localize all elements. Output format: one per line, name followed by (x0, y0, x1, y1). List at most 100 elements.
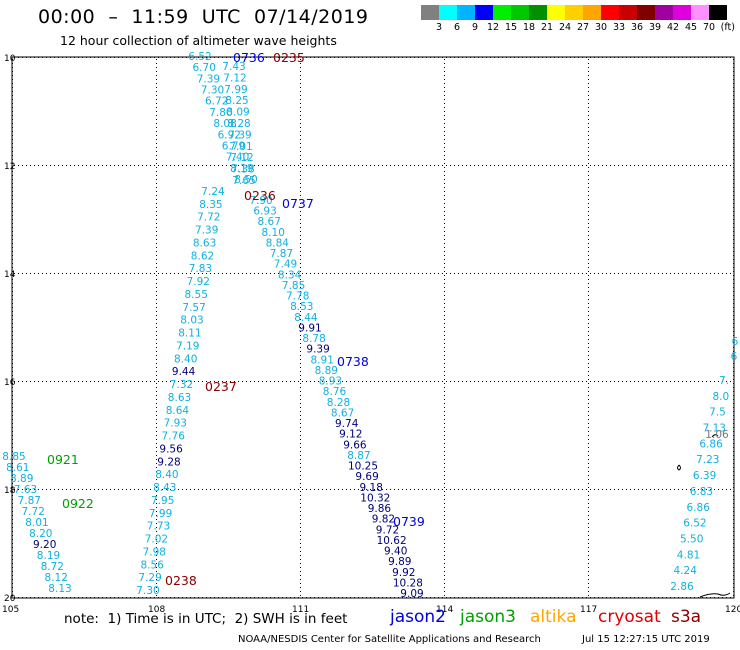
grid-dot (34, 273, 35, 274)
grid-dot (444, 355, 445, 356)
grid-dot (210, 165, 211, 166)
grid-dot (590, 489, 591, 490)
grid-dot (444, 555, 445, 556)
swh-value: 4.24 (674, 565, 698, 577)
grid-dot (588, 175, 589, 176)
swh-value: 10.25 (348, 461, 378, 473)
grid-dot (588, 103, 589, 104)
grid-dot (156, 451, 157, 452)
scale-tick-label: 45 (684, 22, 698, 33)
grid-dot (588, 283, 589, 284)
grid-dot (300, 83, 301, 84)
grid-dot (694, 273, 695, 274)
grid-dot (650, 273, 651, 274)
grid-dot (588, 291, 589, 292)
grid-dot (300, 307, 301, 308)
grid-dot (444, 543, 445, 544)
grid-dot (274, 273, 275, 274)
swh-value: 9.39 (306, 344, 329, 356)
grid-dot (174, 273, 175, 274)
grid-dot (444, 263, 445, 264)
grid-dot (350, 165, 351, 166)
pass-time-label: 0738 (337, 354, 369, 369)
grid-dot (588, 351, 589, 352)
grid-dot (706, 273, 707, 274)
grid-dot (444, 151, 445, 152)
swh-value: 7.85 (282, 280, 305, 292)
grid-dot (588, 247, 589, 248)
grid-dot (156, 151, 157, 152)
grid-dot (138, 273, 139, 274)
grid-dot (310, 381, 311, 382)
grid-dot (444, 427, 445, 428)
grid-dot (358, 381, 359, 382)
grid-dot (574, 165, 575, 166)
scale-swatch (529, 5, 547, 20)
grid-dot (694, 165, 695, 166)
grid-dot (486, 273, 487, 274)
grid-dot (588, 451, 589, 452)
grid-dot (156, 367, 157, 368)
scale-tick-label: 36 (630, 22, 644, 33)
grid-dot (156, 399, 157, 400)
grid-dot (354, 165, 355, 166)
grid-dot (156, 511, 157, 512)
grid-dot (546, 273, 547, 274)
grid-dot (698, 165, 699, 166)
grid-dot (194, 165, 195, 166)
grid-dot (174, 489, 175, 490)
grid-dot (142, 381, 143, 382)
grid-dot (238, 381, 239, 382)
grid-dot (156, 159, 157, 160)
grid-dot (588, 371, 589, 372)
grid-dot (210, 273, 211, 274)
grid-dot (490, 381, 491, 382)
grid-dot (588, 67, 589, 68)
grid-dot (90, 489, 91, 490)
grid-dot (626, 489, 627, 490)
swh-value: 7.80 (209, 107, 232, 119)
grid-dot (266, 165, 267, 166)
grid-dot (156, 527, 157, 528)
grid-dot (430, 273, 431, 274)
grid-dot (126, 381, 127, 382)
grid-dot (442, 273, 443, 274)
grid-dot (588, 539, 589, 540)
grid-dot (74, 489, 75, 490)
grid-dot (522, 273, 523, 274)
pass-time-label: 0237 (205, 379, 237, 394)
grid-dot (300, 315, 301, 316)
grid-dot (156, 335, 157, 336)
swh-value: 6.52 (188, 51, 211, 63)
grid-dot (390, 489, 391, 490)
grid-dot (444, 79, 445, 80)
grid-dot (588, 227, 589, 228)
grid-dot (156, 499, 157, 500)
grid-dot (444, 531, 445, 532)
grid-dot (678, 273, 679, 274)
grid-dot (198, 381, 199, 382)
grid-dot (610, 165, 611, 166)
grid-dot (300, 155, 301, 156)
grid-dot (156, 459, 157, 460)
grid-dot (156, 523, 157, 524)
grid-dot (314, 165, 315, 166)
grid-dot (306, 381, 307, 382)
grid-dot (86, 489, 87, 490)
grid-dot (630, 273, 631, 274)
grid-dot (444, 115, 445, 116)
grid-dot (218, 273, 219, 274)
satellite-name-cryosat: cryosat (598, 607, 661, 627)
swh-value: 6 (732, 336, 739, 348)
grid-dot (588, 287, 589, 288)
grid-dot (278, 489, 279, 490)
grid-dot (444, 591, 445, 592)
grid-dot (202, 489, 203, 490)
swh-value: 7.83 (189, 263, 212, 275)
grid-dot (670, 273, 671, 274)
grid-dot (300, 559, 301, 560)
grid-dot (142, 489, 143, 490)
grid-dot (442, 381, 443, 382)
grid-dot (156, 567, 157, 568)
